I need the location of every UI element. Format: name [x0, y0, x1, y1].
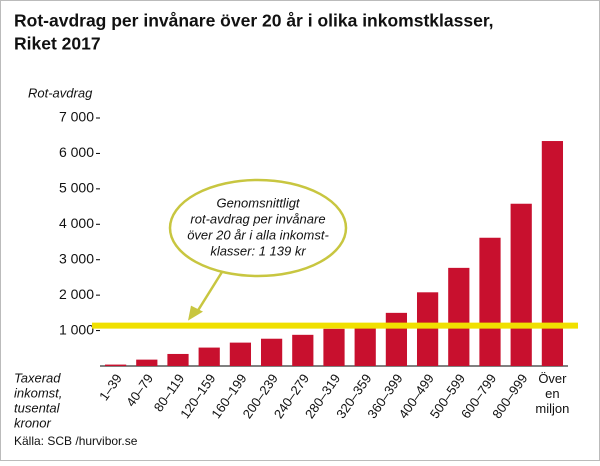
bar	[354, 325, 376, 366]
bar	[229, 342, 252, 366]
annotation: rot-avdrag per invånare	[190, 211, 325, 226]
y-tick-label: 2 000	[59, 286, 94, 302]
y-tick-label: 5 000	[59, 180, 94, 196]
chart-title: Riket 2017	[14, 34, 101, 54]
bar	[448, 267, 470, 366]
arrow-head	[188, 305, 203, 321]
x-tick-label: Över en miljon	[535, 371, 569, 416]
bar	[104, 364, 127, 366]
bar	[260, 338, 283, 366]
arrow-shaft	[194, 271, 224, 315]
x-axis-label: Taxerad	[14, 370, 61, 385]
y-tick-label: 1 000	[59, 321, 94, 337]
bar	[323, 328, 345, 366]
bar	[416, 292, 439, 366]
annotation: Genomsnittligt	[216, 195, 300, 210]
y-axis-label: Rot-avdrag	[28, 85, 93, 100]
x-axis-label: kronor	[14, 415, 52, 430]
x-axis-label: tusental	[14, 400, 61, 415]
bar	[167, 353, 189, 366]
bar	[385, 312, 408, 366]
bar	[541, 141, 564, 366]
bar	[510, 203, 532, 366]
y-tick-label: 3 000	[59, 250, 94, 266]
source: Källa: SCB /hurvibor.se	[14, 434, 138, 448]
y-tick-label: 7 000	[59, 109, 94, 125]
annotation: över 20 år i alla inkomst-	[187, 227, 329, 242]
annotation: klasser: 1 139 kr	[210, 243, 306, 258]
x-axis-label: inkomst,	[14, 385, 62, 400]
bar	[198, 347, 220, 366]
bar	[292, 334, 314, 366]
y-tick-label: 4 000	[59, 215, 94, 231]
y-tick-label: 6 000	[59, 144, 94, 160]
chart-title: Rot-avdrag per invånare över 20 år i oli…	[14, 11, 494, 31]
annotation-bubble	[168, 178, 348, 278]
bar	[479, 237, 501, 366]
bar	[136, 359, 158, 366]
